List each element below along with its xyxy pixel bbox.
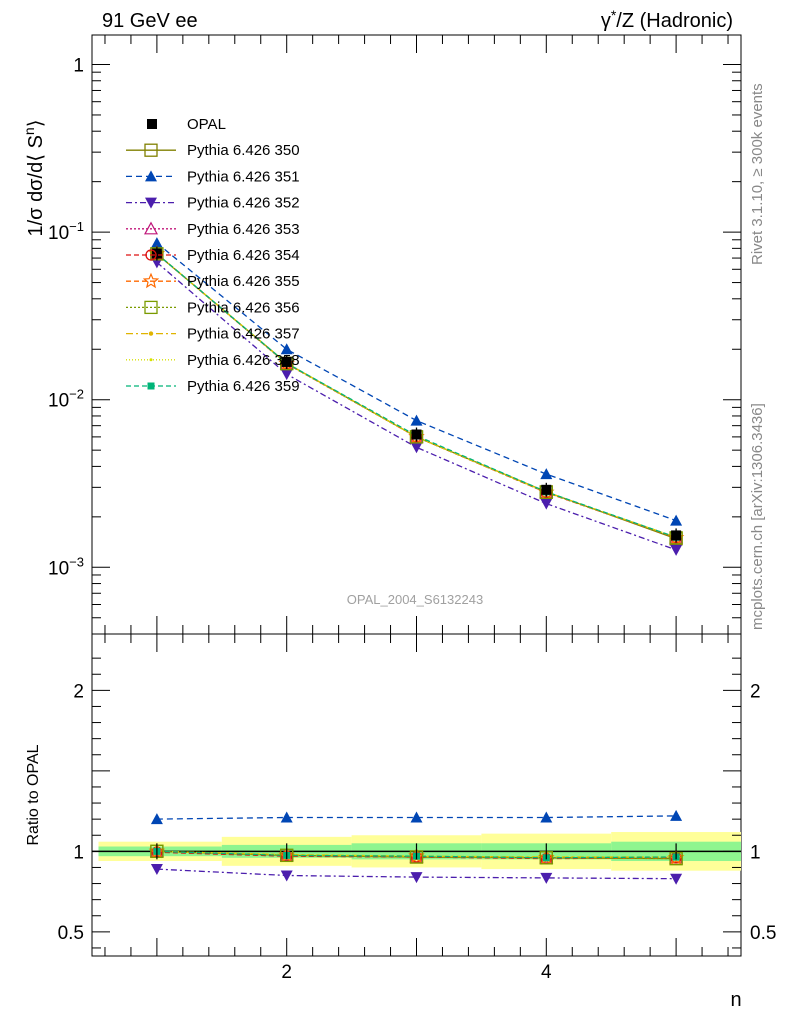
y-tick-label-bottom-right: 0.5 [750,923,776,944]
y-axis-title-bottom: Ratio to OPAL [25,744,42,845]
legend-marker-351 [145,170,157,182]
legend-marker-353 [143,221,159,235]
marker-351 [280,343,293,355]
legend-marker-359 [147,382,155,390]
ratio-marker-352 [150,864,163,876]
ratio-marker-352 [410,872,423,884]
y-tick-label-top: 10−2 [48,387,84,412]
ratio-plot-frame [91,633,742,957]
y-tick-label-top: 10−3 [48,554,84,579]
marker-352 [280,369,293,381]
legend: OPAL Pythia 6.426 350 Pythia 6.426 351 Pyth… [126,116,300,395]
ratio-marker-351 [540,811,553,823]
y-tick-label-bottom-left: 2 [73,681,84,702]
top-series [148,237,685,556]
series-line-359 [156,253,677,538]
y-tick-label-top: 10−1 [48,219,84,244]
ratio-marker-351 [410,811,423,823]
title-left: 91 GeV ee [102,10,198,32]
series-line-357 [156,253,677,538]
ratio-marker-352 [540,872,553,884]
y-tick-label-top: 1 [73,56,84,77]
legend-marker-357 [148,331,154,336]
marker-351 [670,514,683,526]
analysis-watermark: OPAL_2004_S6132243 [347,592,483,607]
legend-label-351: Pythia 6.426 351 [187,168,300,185]
marker-opal [281,356,292,367]
marker-352 [410,442,423,454]
x-tick-label: 2 [281,962,292,983]
mcplots-label: mcplots.cern.ch [arXiv:1306.3436] [749,403,766,630]
legend-marker-OPAL [147,119,157,129]
legend-label-OPAL: OPAL [187,116,226,133]
y-tick-label-bottom-left: 0.5 [58,923,84,944]
legend-marker-355 [142,272,160,289]
legend-label-355: Pythia 6.426 355 [187,273,300,290]
legend-marker-352 [145,197,157,209]
series-line-358 [156,253,677,538]
series-line-352 [156,261,677,551]
legend-label-352: Pythia 6.426 352 [187,195,300,212]
ratio-marker-355 [667,849,685,865]
ratio-line-351 [156,815,677,820]
ratio-marker-352 [670,873,683,885]
series-line-356 [156,253,677,539]
ratio-marker-351 [670,809,683,821]
axes: 1 10−1 10−2 10−3 2 4 0.5 0.5 1 1 2 2 [48,35,776,983]
marker-opal [151,248,162,259]
legend-marker-350 [144,143,158,157]
marker-opal [541,484,552,495]
ratio-marker-352 [280,870,293,882]
marker-opal [411,429,422,440]
legend-label-353: Pythia 6.426 353 [187,221,300,238]
legend-marker-356 [144,300,158,315]
ratio-series [148,809,685,885]
series-line-353 [156,253,677,539]
y-tick-label-bottom-right: 1 [750,842,761,863]
y-tick-label-bottom-right: 2 [750,681,761,702]
series-line-354 [156,253,677,539]
legend-label-350: Pythia 6.426 350 [187,142,300,159]
marker-opal [671,530,682,541]
ratio-marker-351 [150,813,163,825]
title-right: γ*/Z (Hadronic) [601,7,733,32]
legend-label-358: Pythia 6.426 358 [187,352,300,369]
y-tick-label-bottom-left: 1 [73,842,84,863]
x-tick-label: 4 [541,962,552,983]
marker-352 [670,544,683,556]
legend-label-357: Pythia 6.426 357 [187,326,300,343]
legend-marker-358 [149,358,153,362]
series-line-350 [156,253,677,540]
ratio-line-352 [156,868,677,880]
ratio-marker-351 [280,811,293,823]
legend-label-354: Pythia 6.426 354 [187,247,300,264]
marker-352 [540,498,553,510]
y-axis-title-top: 1/σ dσ/d⟨ Sn⟩ [21,119,47,236]
marker-351 [410,414,423,426]
legend-marker-354 [145,249,157,261]
legend-label-359: Pythia 6.426 359 [187,378,300,395]
marker-351 [150,237,163,249]
x-axis-title: n [730,989,741,1011]
rivet-label: Rivet 3.1.10, ≥ 300k events [749,83,766,265]
legend-label-356: Pythia 6.426 356 [187,299,300,316]
series-line-355 [156,253,677,539]
marker-351 [540,468,553,480]
